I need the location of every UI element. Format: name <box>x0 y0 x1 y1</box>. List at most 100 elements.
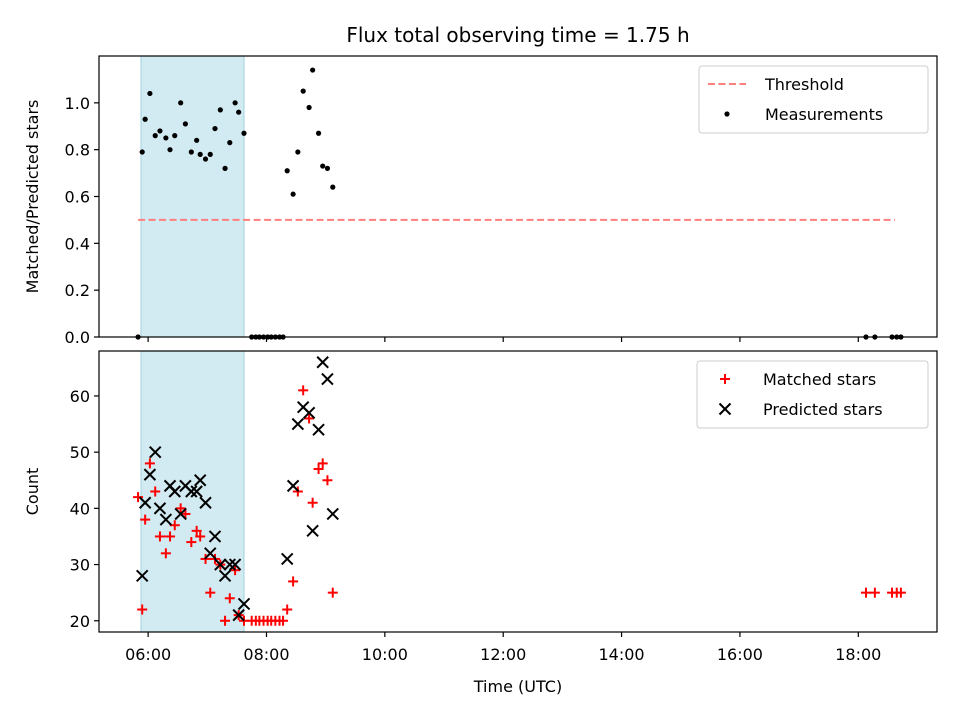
predicted-stars-point <box>159 513 173 526</box>
cross-stroke-b <box>237 597 251 611</box>
predicted-stars-point <box>204 547 217 560</box>
x-tick-label: 12:00 <box>480 645 526 664</box>
matched-stars-point <box>140 514 151 525</box>
predicted-stars-point <box>143 468 157 481</box>
matched-stars-point <box>304 413 315 424</box>
measurement-point <box>157 128 163 134</box>
measurement-point <box>320 163 326 169</box>
matched-stars-point <box>144 458 155 469</box>
cross-stroke-b <box>135 569 149 583</box>
cross-stroke-b <box>214 558 227 571</box>
y-tick-label: 40 <box>70 499 90 518</box>
predicted-stars-point <box>193 474 207 487</box>
cross-stroke-b <box>149 445 162 459</box>
cross-stroke-b <box>143 468 157 481</box>
axes-frame <box>98 350 938 633</box>
predicted-stars-point <box>190 485 203 498</box>
cross-stroke-b <box>312 423 325 436</box>
x-tick-label: 18:00 <box>835 645 881 664</box>
matched-stars-point <box>313 464 324 475</box>
predicted-stars-point <box>214 558 227 571</box>
measurement-point <box>182 121 189 127</box>
predicted-stars-point <box>135 569 149 583</box>
cross-stroke-b <box>286 479 300 493</box>
cross-stroke-b <box>159 513 173 526</box>
matched-stars-point <box>205 587 216 598</box>
measurement-point <box>202 156 209 162</box>
y-tick-label: 20 <box>70 612 90 631</box>
measurement-point <box>207 151 213 157</box>
y-tick-label: 50 <box>70 443 90 462</box>
legend: Threshold Measurements <box>698 65 929 134</box>
cross-stroke-b <box>204 547 217 560</box>
y-tick-label: 30 <box>70 556 90 575</box>
legend-matched-swatch <box>720 374 730 384</box>
y-tick-label: 0.8 <box>65 141 90 160</box>
measurement-point <box>172 133 178 139</box>
y-tick-label: 0.2 <box>65 281 90 300</box>
measurement-point <box>306 104 312 111</box>
cross-stroke-b <box>296 400 310 414</box>
x-tick-label: 14:00 <box>599 645 645 664</box>
matched-stars-point <box>860 587 871 598</box>
matched-stars-point <box>154 531 165 542</box>
observing-interval-shade <box>140 55 245 338</box>
legend-label: Predicted stars <box>763 400 883 419</box>
predicted-stars-point <box>306 524 319 538</box>
cross-stroke-b <box>153 502 167 515</box>
matched-stars-point <box>175 503 186 514</box>
matched-stars-point <box>298 385 309 396</box>
y-tick-label: 0.6 <box>65 188 90 207</box>
cross-stroke-b <box>718 402 732 416</box>
cross-stroke-b <box>306 524 319 538</box>
y-axis-label: Count <box>23 468 42 516</box>
cross-stroke-b <box>232 608 245 622</box>
matched-stars-point <box>288 576 299 587</box>
legend-label: Threshold <box>764 75 844 94</box>
predicted-stars-point <box>223 558 236 571</box>
predicted-stars-point <box>168 485 181 498</box>
predicted-stars-point <box>302 406 316 420</box>
matched-stars-point <box>169 520 180 531</box>
cross-stroke-b <box>193 474 207 487</box>
matched-stars-point <box>220 615 231 626</box>
measurement-point <box>167 147 173 153</box>
predicted-stars-point <box>138 496 152 509</box>
predicted-stars-point <box>218 569 232 583</box>
predicted-stars-point <box>326 507 339 521</box>
measurement-point <box>315 130 322 136</box>
predicted-stars-point <box>228 558 242 571</box>
matched-stars-point <box>160 548 171 559</box>
cross-stroke-b <box>185 485 198 498</box>
measurement-point <box>147 90 153 97</box>
predicted-stars-point <box>149 445 162 459</box>
legend-box <box>698 65 929 134</box>
cross-stroke-b <box>223 558 236 571</box>
measurement-point <box>330 184 336 190</box>
cross-stroke-b <box>326 507 339 521</box>
measurement-point <box>300 88 306 94</box>
matched-stars-point <box>133 492 144 503</box>
matched-stars-point <box>186 537 197 548</box>
measurement-point <box>178 100 184 106</box>
bottom-panel-counts: 20 30 40 50 60 06:00 08:00 10:00 12:00 14:00 16:00… <box>23 350 938 664</box>
legend-measurement-swatch <box>724 111 730 117</box>
matched-stars-point <box>317 458 328 469</box>
x-tick-label: 10:00 <box>362 645 408 664</box>
measurement-point <box>197 151 203 157</box>
predicted-stars-point <box>185 485 198 498</box>
matched-stars-point <box>322 475 333 486</box>
cross-stroke-b <box>199 496 212 509</box>
predicted-stars-point <box>199 496 212 509</box>
cross-stroke-b <box>218 569 232 583</box>
cross-stroke-b <box>321 372 334 386</box>
matched-stars-point <box>327 587 338 598</box>
cross-stroke-b <box>291 417 305 431</box>
x-axis-label: Time (UTC) <box>473 677 562 696</box>
y-axis-label: Matched/Predicted stars <box>23 100 42 294</box>
x-tick-label: 06:00 <box>125 645 171 664</box>
cross-stroke-b <box>138 496 152 509</box>
predicted-stars-point <box>312 423 325 436</box>
legend: Matched stars Predicted stars <box>696 360 929 429</box>
predicted-stars-point <box>232 608 245 622</box>
